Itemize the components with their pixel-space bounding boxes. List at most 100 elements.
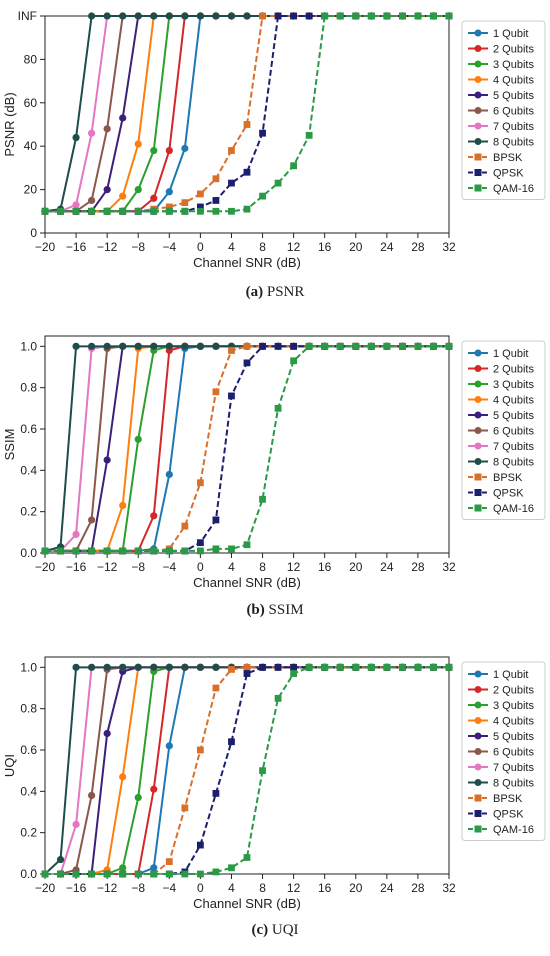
ssim-series-qpsk-point bbox=[212, 516, 220, 524]
uqi-series-1-qubit-point bbox=[150, 864, 158, 872]
psnr-series-5-qubits-point bbox=[103, 186, 111, 194]
ssim-series-7-qubits-point bbox=[72, 530, 80, 538]
uqi-series-qam-16-point bbox=[41, 870, 49, 878]
psnr-series-qam-16-point bbox=[88, 207, 96, 215]
uqi-series-qam-16-point bbox=[305, 663, 313, 671]
ssim-series-1-qubit-line bbox=[45, 345, 449, 552]
ssim-series-qam-16-point bbox=[321, 342, 329, 350]
psnr-xtick-label: −20 bbox=[35, 240, 56, 254]
uqi-ytick-label: 0.4 bbox=[20, 784, 37, 798]
ssim-series-8-qubits-point bbox=[72, 342, 80, 350]
psnr-caption-label: (a) bbox=[245, 284, 264, 300]
uqi-series-qam-16-point bbox=[103, 870, 111, 878]
uqi-series-group bbox=[41, 663, 453, 878]
uqi-legend-1-qubit-swatch-marker bbox=[474, 670, 482, 678]
ssim-series-4-qubits-line bbox=[45, 345, 449, 552]
uqi-series-2-qubits-point bbox=[150, 785, 158, 793]
ssim-x-axis-label: Channel SNR (dB) bbox=[193, 575, 301, 590]
uqi-chart: −20 −16 −12 −8 −4 0 4 8 12 16 20 24 28 32 0.0 0.2 0.4 0.6… bbox=[2, 656, 546, 911]
psnr-legend-bpsk-swatch-marker bbox=[474, 153, 482, 161]
psnr-legend-box bbox=[461, 20, 546, 200]
ssim-legend-bpsk-label: BPSK bbox=[493, 472, 523, 484]
uqi-series-8-qubits-point bbox=[119, 663, 127, 671]
uqi-legend-8-qubits-label: 8 Qubits bbox=[493, 778, 534, 790]
uqi-legend-8-qubits-swatch-marker bbox=[474, 779, 482, 786]
ssim-series-qpsk-point bbox=[243, 359, 251, 367]
psnr-chart: −20 −16 −12 −8 −4 0 4 8 12 16 20 24 28 32 0 20 40 60 80 INF… bbox=[2, 9, 546, 270]
ssim-ytick-label: 0.4 bbox=[20, 463, 37, 477]
uqi-series-qam-16-point bbox=[88, 870, 96, 878]
ssim-xtick-label: −12 bbox=[97, 560, 118, 574]
uqi-legend-3-qubits-label: 3 Qubits bbox=[493, 700, 534, 712]
uqi-series-8-qubits-point bbox=[212, 663, 220, 671]
psnr-legend-5-qubits-label: 5 Qubits bbox=[493, 90, 534, 102]
psnr-series-qpsk-point bbox=[274, 12, 282, 20]
ssim-legend-1-qubit-label: 1 Qubit bbox=[493, 348, 528, 360]
uqi-xtick-label: 4 bbox=[228, 881, 235, 895]
ssim-series-qam-16-point bbox=[196, 547, 204, 555]
psnr-legend-8-qubits-label: 8 Qubits bbox=[493, 137, 534, 149]
uqi-legend-2-qubits-swatch-marker bbox=[474, 686, 482, 693]
uqi-series-bpsk-point bbox=[243, 663, 251, 671]
uqi-legend-bpsk-label: BPSK bbox=[493, 793, 523, 805]
psnr-series-6-qubits-point bbox=[88, 196, 96, 205]
psnr-series-qam-16-point bbox=[150, 207, 158, 215]
psnr-series-bpsk-point bbox=[259, 12, 266, 20]
ssim-legend-qpsk-label: QPSK bbox=[493, 488, 524, 500]
ssim-series-bpsk-point bbox=[228, 347, 235, 354]
uqi-series-3-qubits-line bbox=[45, 666, 449, 875]
psnr-legend-3-qubits-label: 3 Qubits bbox=[493, 59, 534, 71]
psnr-series-qam-16-point bbox=[383, 12, 391, 20]
uqi-series-qam-16-point bbox=[445, 663, 453, 671]
uqi-xtick-label: −4 bbox=[162, 881, 176, 895]
ssim-xtick-label: −20 bbox=[35, 560, 56, 574]
uqi-series-qam-16-point bbox=[134, 870, 142, 878]
uqi-series-qam-16-point bbox=[414, 663, 422, 671]
psnr-legend-2-qubits-swatch-marker bbox=[474, 45, 482, 52]
uqi-ytick-label: 0.2 bbox=[20, 826, 37, 840]
psnr-series-7-qubits-point bbox=[88, 129, 96, 137]
uqi-xtick-label: 24 bbox=[380, 881, 394, 895]
ssim-series-8-qubits-line bbox=[44, 345, 449, 552]
uqi-series-qpsk-point bbox=[212, 790, 220, 797]
uqi-series-qam-16-point bbox=[119, 870, 127, 878]
uqi-series-qam-16-point bbox=[274, 694, 282, 702]
psnr-series-qam-16-point bbox=[41, 207, 49, 215]
psnr-series-qam-16-point bbox=[243, 205, 251, 213]
ssim-series-qam-16-point bbox=[88, 547, 96, 555]
ssim-ytick-label: 0.6 bbox=[20, 422, 37, 436]
psnr-series-qam-16-point bbox=[196, 207, 204, 215]
uqi-y-axis-label: UQI bbox=[2, 754, 17, 777]
uqi-series-8-qubits-point bbox=[165, 663, 173, 671]
uqi-series-8-qubits-line bbox=[44, 666, 449, 875]
uqi-series-bpsk-point bbox=[196, 746, 204, 754]
uqi-series-qpsk-line bbox=[45, 666, 449, 875]
psnr-series-qam-16-point bbox=[414, 12, 422, 20]
ssim-xtick-label: −8 bbox=[131, 560, 145, 574]
psnr-legend-3-qubits-swatch-marker bbox=[474, 60, 482, 68]
psnr-series-bpsk-point bbox=[165, 203, 173, 211]
ssim-caption-name: SSIM bbox=[268, 602, 304, 618]
psnr-x-axis-label: Channel SNR (dB) bbox=[193, 255, 301, 270]
ssim-series-qam-16-point bbox=[165, 547, 173, 555]
uqi-series-bpsk-line bbox=[45, 666, 449, 875]
psnr-series-8-qubits-point bbox=[134, 12, 142, 20]
psnr-legend-qpsk-swatch-marker bbox=[474, 169, 482, 176]
psnr-xtick-label: −8 bbox=[131, 240, 145, 254]
ssim-series-qam-16-point bbox=[150, 547, 158, 555]
uqi-series-8-qubits-point bbox=[72, 663, 80, 671]
uqi-series-qam-16-point bbox=[259, 767, 266, 775]
psnr-series-3-qubits-point bbox=[150, 146, 158, 155]
psnr-series-8-qubits-point bbox=[212, 12, 220, 20]
psnr-series-qpsk-point bbox=[305, 12, 313, 20]
ssim-ytick-label: 0.8 bbox=[20, 381, 37, 395]
uqi-series-4-qubits-point bbox=[119, 773, 127, 781]
ssim-legend-7-qubits-swatch-marker bbox=[474, 442, 482, 450]
ssim-series-qpsk-line bbox=[45, 345, 449, 552]
uqi-series-qam-16-point bbox=[212, 868, 220, 876]
ssim-y-axis-label: SSIM bbox=[2, 429, 17, 461]
uqi-series-8-qubits-point bbox=[56, 855, 65, 864]
uqi-series-qpsk-point bbox=[274, 663, 282, 671]
ssim-series-qam-16-point bbox=[290, 357, 298, 365]
psnr-series-qam-16-point bbox=[181, 207, 189, 215]
